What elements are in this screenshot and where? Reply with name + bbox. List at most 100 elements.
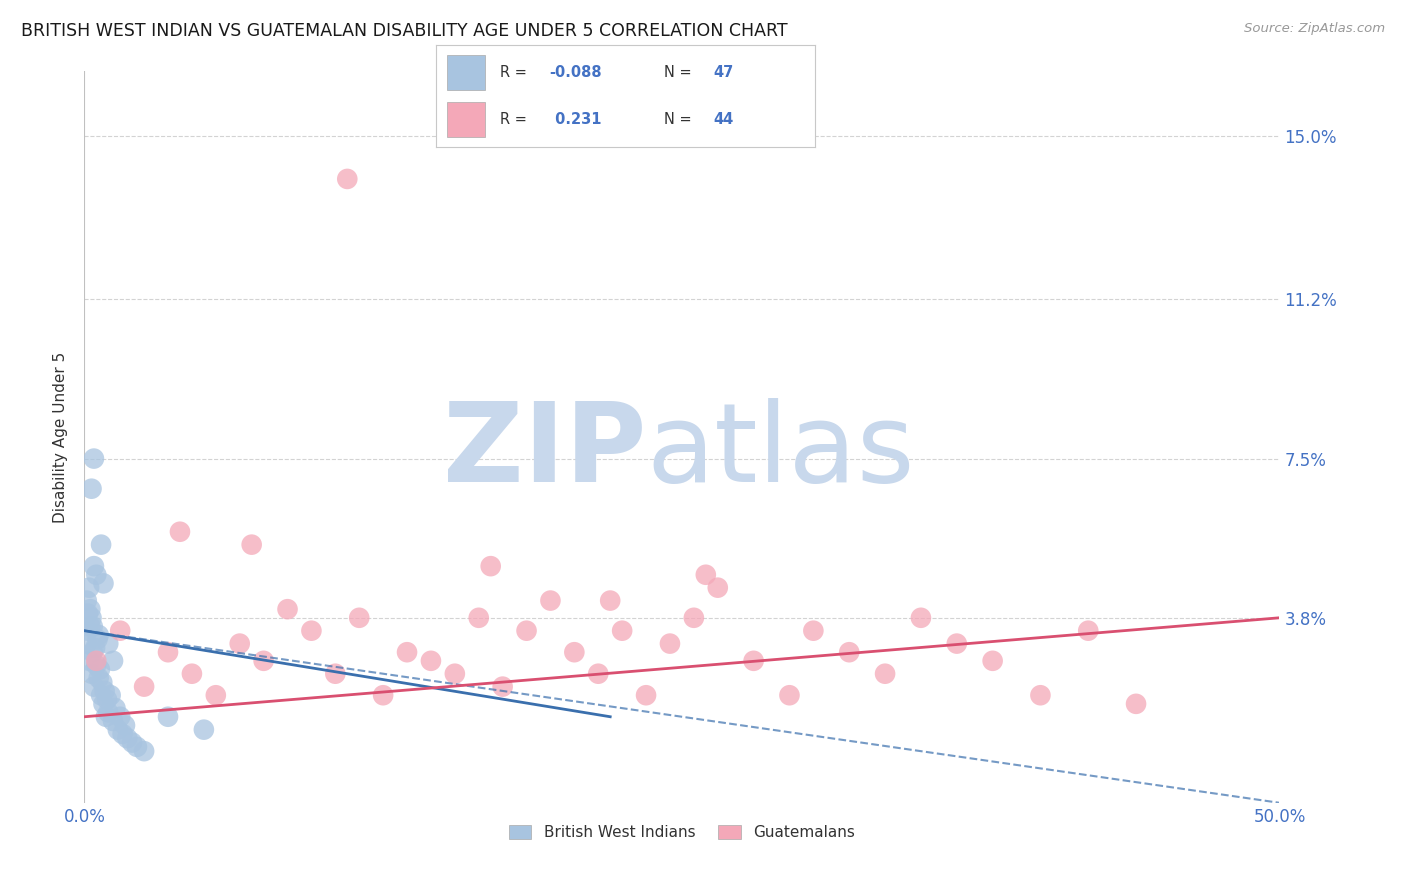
Point <box>86 567 108 582</box>
Point <box>93 576 115 591</box>
Point <box>742 654 765 668</box>
Point <box>157 710 180 724</box>
Point <box>349 611 371 625</box>
Point <box>875 666 897 681</box>
Text: atlas: atlas <box>647 398 914 505</box>
Text: N =: N = <box>664 112 696 127</box>
Point <box>77 624 100 638</box>
Point <box>87 628 110 642</box>
Point <box>157 645 180 659</box>
Point <box>564 645 586 659</box>
Point <box>90 538 112 552</box>
Point <box>707 581 730 595</box>
Text: R =: R = <box>501 112 537 127</box>
Point <box>479 559 502 574</box>
FancyBboxPatch shape <box>447 55 485 90</box>
Point <box>101 714 124 728</box>
Point <box>86 658 108 673</box>
Point <box>83 451 105 466</box>
Point <box>1029 688 1052 702</box>
Point <box>1077 624 1099 638</box>
FancyBboxPatch shape <box>447 102 485 137</box>
Point <box>301 624 323 638</box>
Point <box>110 624 132 638</box>
Point <box>94 710 117 724</box>
Point <box>107 723 129 737</box>
Text: -0.088: -0.088 <box>550 65 602 79</box>
Point <box>77 581 100 595</box>
Point <box>540 593 562 607</box>
Point <box>946 637 969 651</box>
Point <box>1125 697 1147 711</box>
Point <box>80 666 103 681</box>
Point <box>169 524 191 539</box>
Point <box>114 718 136 732</box>
Point <box>420 654 443 668</box>
Text: N =: N = <box>664 65 696 79</box>
Point <box>612 624 634 638</box>
Text: ZIP: ZIP <box>443 398 647 505</box>
Point <box>981 654 1004 668</box>
Point <box>132 680 156 694</box>
Point <box>83 680 105 694</box>
Point <box>683 611 706 625</box>
Text: BRITISH WEST INDIAN VS GUATEMALAN DISABILITY AGE UNDER 5 CORRELATION CHART: BRITISH WEST INDIAN VS GUATEMALAN DISABI… <box>21 22 787 40</box>
Point <box>93 684 115 698</box>
Point <box>373 688 395 702</box>
Point <box>79 619 101 633</box>
Point <box>803 624 825 638</box>
Point <box>111 727 134 741</box>
Point <box>516 624 538 638</box>
Legend: British West Indians, Guatemalans: British West Indians, Guatemalans <box>502 819 862 847</box>
Y-axis label: Disability Age Under 5: Disability Age Under 5 <box>53 351 69 523</box>
Point <box>121 735 143 749</box>
Point <box>181 666 204 681</box>
Point <box>100 688 122 702</box>
Point <box>193 723 215 737</box>
Point <box>83 559 105 574</box>
Point <box>91 675 114 690</box>
Text: 44: 44 <box>713 112 734 127</box>
Text: 0.231: 0.231 <box>550 112 602 127</box>
Point <box>336 172 359 186</box>
Point <box>86 632 108 647</box>
Point <box>396 645 419 659</box>
Point <box>93 697 115 711</box>
Point <box>90 688 112 702</box>
Point <box>492 680 515 694</box>
Point <box>80 482 103 496</box>
Text: Source: ZipAtlas.com: Source: ZipAtlas.com <box>1244 22 1385 36</box>
Point <box>84 640 107 655</box>
Point <box>205 688 228 702</box>
Point <box>77 654 100 668</box>
Point <box>277 602 299 616</box>
Point <box>80 611 103 625</box>
Point <box>125 739 148 754</box>
Point <box>659 637 682 651</box>
Point <box>779 688 801 702</box>
Point <box>253 654 276 668</box>
Point <box>838 645 860 659</box>
Point <box>599 593 621 607</box>
Point <box>468 611 491 625</box>
Point <box>77 607 100 621</box>
Point <box>87 671 110 685</box>
Point <box>76 593 98 607</box>
Point <box>229 637 252 651</box>
Point <box>132 744 156 758</box>
Point <box>76 637 98 651</box>
Point <box>101 654 124 668</box>
Point <box>97 706 120 720</box>
Point <box>117 731 139 746</box>
Point <box>325 666 347 681</box>
Point <box>910 611 932 625</box>
Point <box>588 666 610 681</box>
Point <box>97 637 120 651</box>
Point <box>86 654 108 668</box>
Point <box>636 688 658 702</box>
Text: R =: R = <box>501 65 531 79</box>
Point <box>695 567 717 582</box>
Point <box>89 662 111 676</box>
Point <box>104 701 127 715</box>
Point <box>79 602 101 616</box>
